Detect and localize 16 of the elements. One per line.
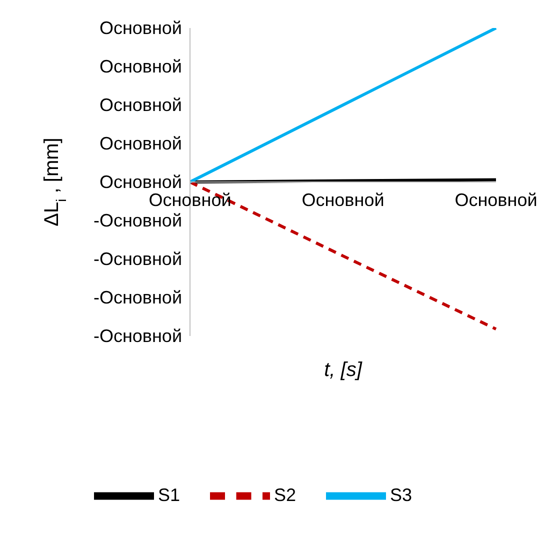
- text: Основной: [99, 18, 182, 38]
- x-tick-label: Основной: [454, 190, 538, 210]
- x-tick-label: Основной: [148, 190, 232, 210]
- text: -Основной: [93, 210, 182, 230]
- text: -Основной: [93, 249, 182, 269]
- text: Основной: [99, 95, 182, 115]
- text: Основной: [99, 172, 182, 192]
- text: -Основной: [93, 326, 182, 346]
- text: -Основной: [93, 288, 182, 308]
- text: Основной: [99, 56, 182, 76]
- legend-label: S3: [390, 484, 412, 505]
- legend-label: S1: [158, 484, 180, 505]
- text: Основной: [99, 134, 182, 154]
- legend-label: S2: [274, 484, 296, 505]
- x-tick-label: Основной: [302, 190, 384, 210]
- x-axis-title: t, [s]: [324, 359, 362, 381]
